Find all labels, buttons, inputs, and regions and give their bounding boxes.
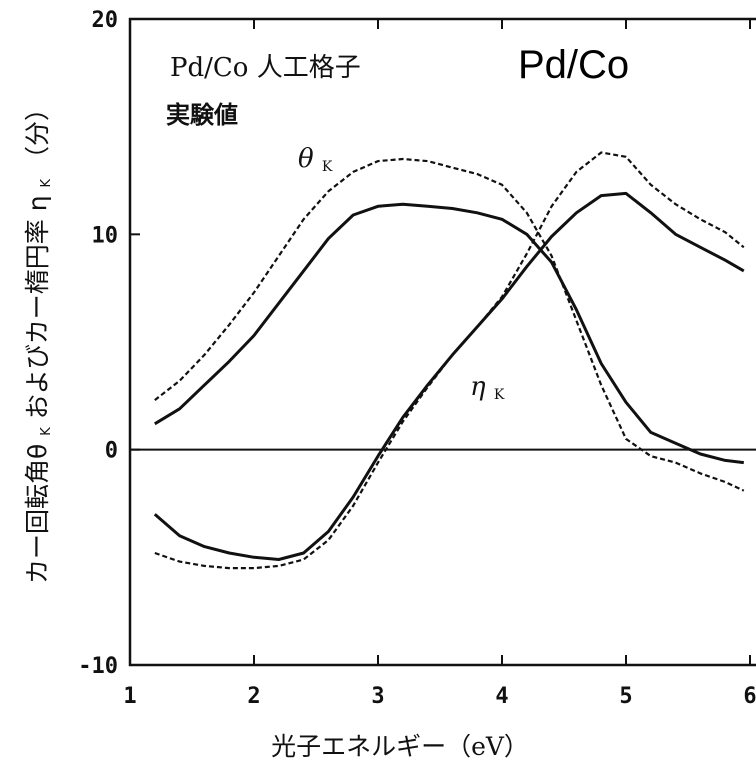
x-axis-label: 光子エネルギー（eV） [271,732,529,761]
plot-frame [128,17,756,667]
series-label-eta-main: η [470,372,486,402]
tick-labels: 1 2 3 4 5 6 -10 0 10 20 [78,8,756,709]
y-axis-label-sub2: K [39,179,54,188]
eta-solid-line [153,191,745,561]
series-label-theta-main: θ [298,144,314,174]
y-tick-label: 10 [92,223,119,248]
x-tick-label: 4 [495,684,508,709]
series-label-eta: η K [470,372,505,403]
chart-subtitle: 実験値 [166,101,238,129]
y-axis-label: カー回転角θ K およびカー楕円率 η K （分） [23,96,56,584]
theta-dashed-line [154,157,745,492]
y-tick-label: -10 [78,654,118,679]
y-axis-label-main: カー回転角θ [23,444,52,584]
series-layer [153,151,745,570]
y-axis-label-mid: およびカー楕円率 η [23,195,52,419]
x-tick-label: 6 [743,684,756,709]
series-label-eta-sub: K [494,387,505,403]
x-tick-label: 3 [371,684,384,709]
theta-solid-line [154,202,744,465]
x-tick-label: 1 [123,684,136,709]
series-label-theta: θ K [298,144,333,175]
y-axis-label-unit: （分） [23,96,52,171]
chart-title: Pd/Co 人工格子 [170,53,361,83]
y-tick-label: 0 [105,439,118,464]
y-axis-label-sub1: K [39,427,54,436]
x-tick-label: 2 [247,684,260,709]
eta-dashed-line [154,151,745,570]
x-tick-label: 5 [619,684,632,709]
overlay-label: Pd/Co [518,43,629,87]
series-label-theta-sub: K [322,159,333,175]
y-tick-label: 20 [92,8,119,33]
